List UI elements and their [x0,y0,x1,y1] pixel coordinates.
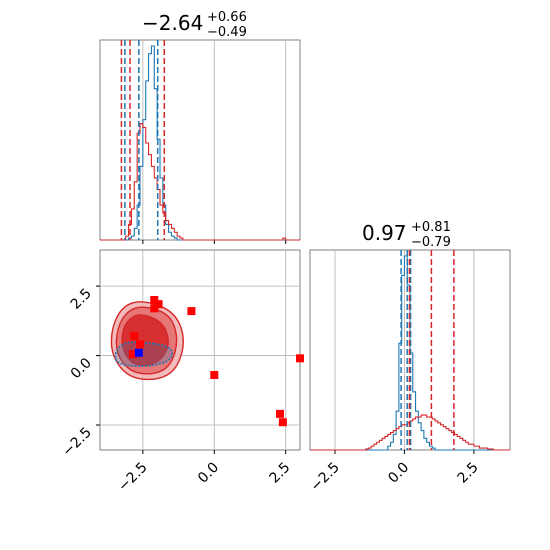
histogram-panel-param-1: −2.64 +0.66 −0.49 [99,10,301,244]
data-point [187,307,196,316]
quantile-lines [120,40,166,240]
data-point [128,350,137,359]
data-point [134,348,143,357]
data-point [136,340,144,349]
panel-frame [99,39,301,241]
grid-lines [334,250,475,454]
panel-title-lower-error: −0.79 [411,235,451,250]
contour-level [114,341,173,367]
histogram-panel-param-2: −2.5 0.0 2.5 0.97 +0.81 −0.79 [307,220,511,495]
quantile-lines [400,250,455,450]
data-point [278,418,287,427]
data-point [210,371,219,379]
panel-title-upper-error: +0.66 [207,10,247,25]
contour-series [110,301,184,381]
histogram-step-line [310,414,510,451]
panel-title-value: 0.97 [362,221,407,245]
panel-title-value: −2.64 [142,11,203,35]
scatter-points [128,296,304,427]
panel-title-upper-error: +0.81 [411,220,451,235]
data-point [276,409,284,418]
histogram-step-line [100,123,300,241]
contour-panel: −2.5 0.0 2.5 −2.50.02.5 [59,249,304,495]
data-point [154,300,163,309]
data-point [130,332,139,341]
panel-title-lower-error: −0.49 [207,25,247,40]
data-point [150,296,159,304]
data-point [296,354,304,363]
histogram-series [100,45,300,241]
data-point [150,304,159,313]
